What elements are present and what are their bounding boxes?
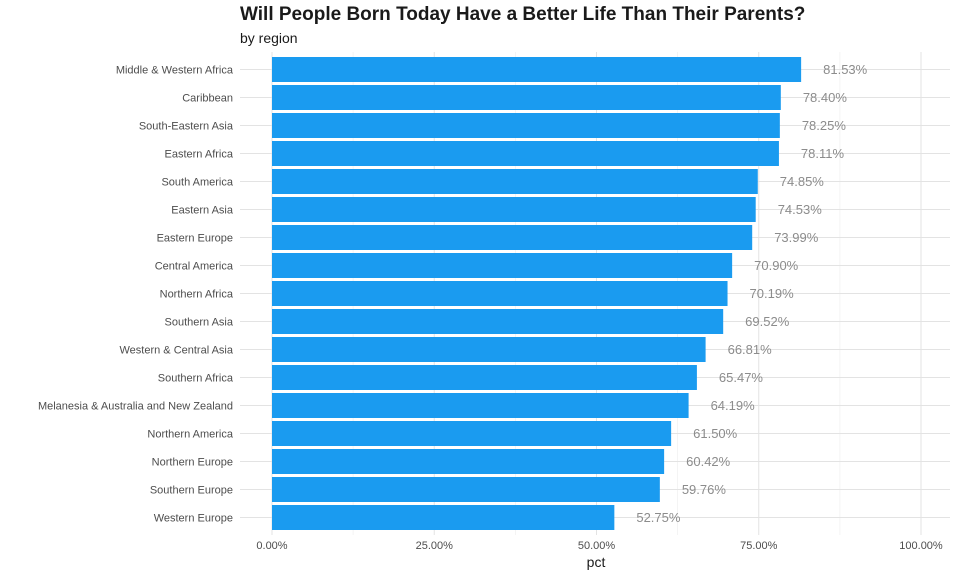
category-label: Middle & Western Africa xyxy=(116,65,234,77)
data-label: 64.19% xyxy=(711,398,756,413)
data-label: 74.85% xyxy=(780,174,825,189)
chart-title: Will People Born Today Have a Better Lif… xyxy=(240,4,806,25)
category-label: Caribbean xyxy=(182,93,233,105)
bars xyxy=(272,57,802,530)
bar xyxy=(272,309,724,334)
category-label: Southern Africa xyxy=(158,373,234,385)
category-label: Northern Europe xyxy=(152,457,233,469)
category-label: Central America xyxy=(155,261,234,273)
y-axis-labels: Middle & Western Africa Caribbean South-Ea… xyxy=(38,65,234,525)
data-label: 52.75% xyxy=(636,510,681,525)
bar xyxy=(272,365,697,390)
data-label: 60.42% xyxy=(686,454,731,469)
data-label: 65.47% xyxy=(719,370,764,385)
category-label: Western & Central Asia xyxy=(119,345,233,357)
x-tick-label: 25.00% xyxy=(416,540,454,552)
chart-subtitle: by region xyxy=(240,30,298,46)
bar xyxy=(272,421,672,446)
bar xyxy=(272,393,689,418)
x-axis-tick-labels: 0.00% 25.00% 50.00% 75.00% 100.00% xyxy=(256,540,943,552)
data-label: 70.19% xyxy=(750,286,795,301)
x-tick-label: 50.00% xyxy=(578,540,616,552)
category-label: Melanesia & Australia and New Zealand xyxy=(38,401,233,413)
category-label: Northern Africa xyxy=(160,289,234,301)
x-axis-title: pct xyxy=(587,554,606,570)
data-label: 61.50% xyxy=(693,426,738,441)
bar xyxy=(272,141,779,166)
data-label: 78.11% xyxy=(801,146,845,161)
bar xyxy=(272,253,733,278)
bar xyxy=(272,113,780,138)
bar xyxy=(272,85,781,110)
bar xyxy=(272,477,660,502)
bar xyxy=(272,197,756,222)
data-label: 66.81% xyxy=(728,342,773,357)
bar xyxy=(272,505,615,530)
data-label: 78.40% xyxy=(803,90,848,105)
x-tick-label: 100.00% xyxy=(899,540,943,552)
data-label: 74.53% xyxy=(778,202,823,217)
bar xyxy=(272,281,728,306)
category-label: South-Eastern Asia xyxy=(139,121,234,133)
category-label: Northern America xyxy=(147,429,233,441)
category-label: South America xyxy=(161,177,233,189)
data-label: 73.99% xyxy=(774,230,819,245)
data-label: 69.52% xyxy=(745,314,790,329)
data-labels: 81.53% 78.40% 78.25% 78.11% 74.85% 74.53% 73.9… xyxy=(636,62,867,525)
category-label: Eastern Asia xyxy=(171,205,234,217)
bar xyxy=(272,225,753,250)
data-label: 70.90% xyxy=(754,258,799,273)
data-label: 59.76% xyxy=(682,482,727,497)
bar xyxy=(272,337,706,362)
category-label: Southern Asia xyxy=(165,317,234,329)
category-label: Western Europe xyxy=(154,513,233,525)
x-tick-label: 0.00% xyxy=(256,540,287,552)
bar xyxy=(272,449,665,474)
bar xyxy=(272,169,758,194)
category-label: Eastern Europe xyxy=(157,233,233,245)
x-tick-label: 75.00% xyxy=(740,540,778,552)
data-label: 78.25% xyxy=(802,118,847,133)
bar xyxy=(272,57,802,82)
category-label: Southern Europe xyxy=(150,485,233,497)
category-label: Eastern Africa xyxy=(165,149,234,161)
data-label: 81.53% xyxy=(823,62,868,77)
